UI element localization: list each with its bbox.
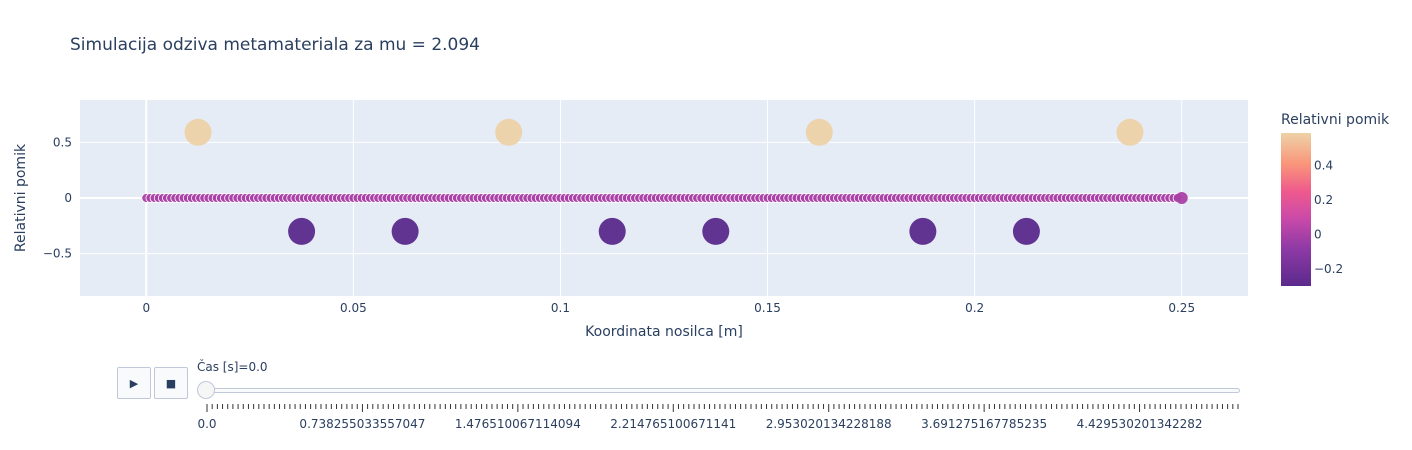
y-tick-label: −0.5 [43,247,72,261]
slider-tick-label: 2.214765100671141 [610,417,737,431]
colorbar-tick-label: −0.2 [1314,262,1343,276]
x-axis-title: Koordinata nosilca [m] [585,324,743,340]
colorbar-title: Relativni pomik [1281,112,1390,128]
time-slider-handle[interactable] [197,381,215,399]
play-button[interactable]: ▶ [117,367,151,399]
resonator-point [391,217,419,245]
slider-tick-label: 0.738255033557047 [299,417,426,431]
resonator-point [598,217,626,245]
colorbar-ticks: 0.4 0.2 0 −0.2 [1314,159,1343,276]
colorbar [1281,133,1311,286]
chart-title: Simulacija odziva metamateriala za mu = … [70,35,480,55]
slider-tick-label: 3.691275167785235 [921,417,1048,431]
time-slider-ticks [206,404,1239,412]
x-axis-ticks: 0 0.05 0.1 0.15 0.2 0.25 [142,301,1195,315]
slider-tick-label: 2.953020134228188 [765,417,892,431]
resonator-point [495,118,523,146]
y-axis-title: Relativni pomik [13,143,29,252]
resonator-point [1012,217,1040,245]
time-slider-track[interactable] [205,388,1240,393]
resonator-point [1116,118,1144,146]
beam-point [1175,192,1188,204]
x-tick-label: 0.15 [754,301,781,315]
beam-series [141,192,1188,204]
y-tick-label: 0.5 [53,135,72,149]
resonator-point [909,217,937,245]
colorbar-tick-label: 0.2 [1314,193,1333,207]
colorbar-tick-label: 0 [1314,227,1322,241]
resonator-point [702,217,730,245]
slider-current-value: Čas [s]=0.0 [197,360,268,374]
y-tick-label: 0 [64,191,72,205]
slider-tick-label: 1.476510067114094 [454,417,581,431]
x-tick-label: 0.1 [551,301,570,315]
x-tick-label: 0.2 [965,301,984,315]
resonator-point [184,118,212,146]
x-tick-label: 0.05 [340,301,367,315]
resonator-point [288,217,316,245]
resonator-series [184,118,1144,245]
stop-button[interactable]: ■ [154,367,188,399]
x-tick-label: 0 [142,301,150,315]
colorbar-tick-label: 0.4 [1314,159,1333,173]
y-axis-ticks: 0.5 0 −0.5 [43,135,72,260]
resonator-point [805,118,833,146]
x-tick-label: 0.25 [1168,301,1195,315]
slider-tick-label: 4.429530201342282 [1076,417,1203,431]
play-icon: ▶ [129,376,139,390]
slider-tick-label: 0.0 [197,417,217,431]
stop-icon: ■ [165,376,177,390]
